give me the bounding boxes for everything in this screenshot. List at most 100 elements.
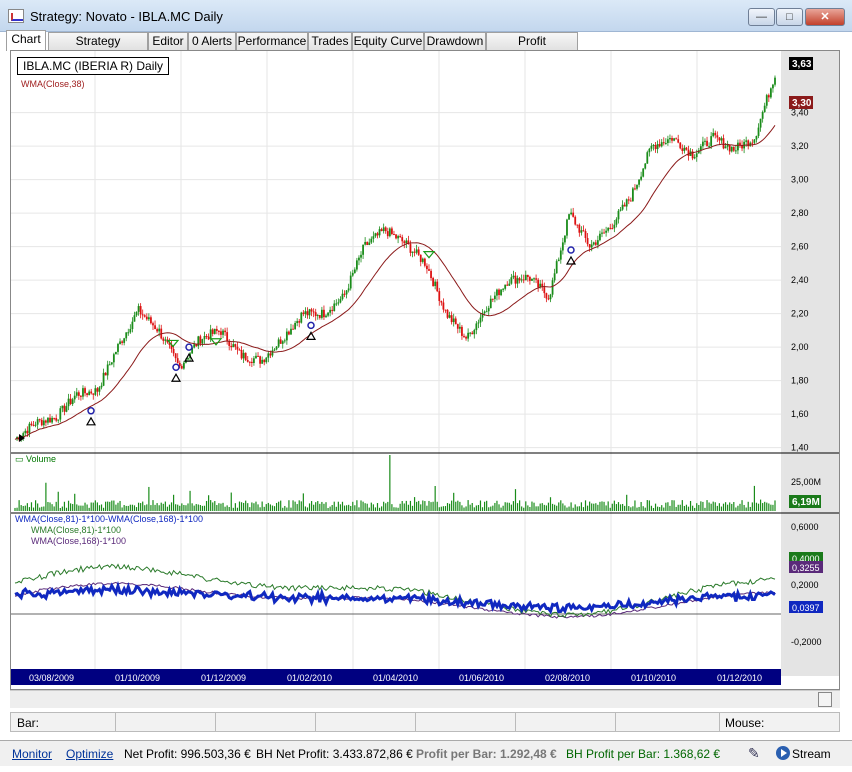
volume-bar xyxy=(53,506,55,511)
tab-alerts[interactable]: 0 Alerts xyxy=(188,32,236,50)
volume-bar xyxy=(632,506,634,511)
volume-bar xyxy=(376,503,379,511)
monitor-link[interactable]: Monitor xyxy=(12,747,53,761)
volume-bar xyxy=(644,507,646,511)
symbol-label[interactable]: IBLA.MC (IBERIA R) Daily xyxy=(17,57,170,75)
volume-bar xyxy=(558,502,560,511)
candle-body xyxy=(86,393,88,396)
candle-body xyxy=(213,328,216,334)
sell-arrow-icon xyxy=(422,251,436,259)
osc-legend-81: WMA(Close,81)-1*100 xyxy=(31,525,122,535)
sell-arrow-icon xyxy=(166,339,180,348)
candle-body xyxy=(38,419,41,421)
candle-body xyxy=(355,260,358,270)
volume-bar xyxy=(20,505,22,511)
volume-bar xyxy=(766,502,768,511)
volume-bar xyxy=(220,503,222,511)
candle-body xyxy=(436,281,439,292)
volume-bar xyxy=(395,507,397,511)
volume-bar xyxy=(438,507,440,511)
volume-bar xyxy=(570,502,572,511)
tab-strategy-summary[interactable]: Strategy Summary xyxy=(48,32,148,65)
volume-bar xyxy=(131,504,133,511)
bh-net-profit: BH Net Profit: 3.433.872,86 € xyxy=(256,747,413,761)
volume-bar xyxy=(556,505,558,511)
volume-bar xyxy=(39,507,41,511)
maximize-button[interactable]: □ xyxy=(776,8,803,26)
candle-body xyxy=(253,358,255,363)
candle-body xyxy=(94,388,97,395)
candle-body xyxy=(215,328,218,331)
tab-chart[interactable]: Chart xyxy=(6,30,46,51)
tab-trades[interactable]: Trades xyxy=(308,32,352,50)
candle-body xyxy=(306,311,309,316)
candle-body xyxy=(166,339,169,343)
date-tick-label: 01/10/2010 xyxy=(631,673,676,683)
candle-body xyxy=(751,142,754,144)
tab-drawdown[interactable]: Drawdown xyxy=(424,32,486,50)
optimize-link[interactable]: Optimize xyxy=(66,747,114,761)
candle-body xyxy=(61,405,64,409)
candle-body xyxy=(255,355,257,359)
candle-body xyxy=(493,295,496,300)
horizontal-scrollbar[interactable] xyxy=(10,690,840,708)
volume-bar xyxy=(586,505,589,511)
volume-bar xyxy=(681,500,683,511)
close-button[interactable]: ✕ xyxy=(805,8,845,26)
candle-body xyxy=(566,219,568,236)
price-chart-svg[interactable]: 3,40 3,20 3,00 2,80 2,60 2,40 2,20 2,00 1,80 1,60… xyxy=(11,51,840,690)
volume-bar xyxy=(420,504,422,511)
volume-bar xyxy=(243,502,245,511)
volume-bar xyxy=(764,501,766,511)
tab-profit-distribution[interactable]: Profit Distribution xyxy=(486,32,578,65)
candle-body xyxy=(380,229,383,232)
minimize-button[interactable]: — xyxy=(748,8,775,26)
candle-body xyxy=(710,136,713,147)
candle-body xyxy=(265,357,268,363)
candle-body xyxy=(158,328,161,332)
volume-bar xyxy=(78,505,80,511)
link-tool-icon[interactable]: ✎ xyxy=(748,745,760,761)
candle-body xyxy=(327,312,329,316)
volume-bar xyxy=(589,501,591,511)
volume-bar xyxy=(446,503,449,511)
volume-bar xyxy=(59,507,61,511)
volume-bar xyxy=(442,506,445,511)
volume-last-box xyxy=(789,495,821,508)
volume-bar xyxy=(329,506,331,511)
play-marker-icon xyxy=(19,434,25,442)
stream-label[interactable]: Stream xyxy=(792,747,831,761)
volume-bar xyxy=(41,506,43,511)
volume-bar xyxy=(82,505,84,511)
candle-body xyxy=(508,283,511,286)
candle-body xyxy=(296,321,299,323)
volume-bar xyxy=(490,506,492,511)
candle-body xyxy=(714,132,717,136)
candle-body xyxy=(147,317,150,320)
chart-area[interactable]: 3,40 3,20 3,00 2,80 2,60 2,40 2,20 2,00 1,80 1,60… xyxy=(10,50,840,690)
volume-bar xyxy=(306,507,309,511)
scroll-right-button[interactable] xyxy=(818,692,832,707)
candle-body xyxy=(547,298,550,300)
candle-body xyxy=(250,361,253,363)
candle-body xyxy=(310,309,313,312)
candle-body xyxy=(636,184,638,189)
osc-tick-2: -0,2000 xyxy=(791,637,822,647)
candle-body xyxy=(318,315,321,318)
candle-body xyxy=(275,346,278,350)
candle-body xyxy=(720,138,723,141)
candle-body xyxy=(320,309,323,318)
candle-body xyxy=(761,112,764,119)
price-tick-label: 1,80 xyxy=(791,376,809,386)
stream-icon[interactable] xyxy=(776,746,790,760)
candle-body xyxy=(294,322,297,330)
candle-body xyxy=(211,329,214,334)
tab-performance[interactable]: Performance xyxy=(236,32,308,50)
candle-body xyxy=(553,273,556,281)
tab-editor[interactable]: Editor xyxy=(148,32,188,50)
volume-bar xyxy=(525,501,527,511)
volume-bar xyxy=(327,507,329,511)
tab-equity-curve[interactable]: Equity Curve xyxy=(352,32,424,50)
volume-bar xyxy=(290,507,292,511)
wma-line xyxy=(14,125,776,440)
